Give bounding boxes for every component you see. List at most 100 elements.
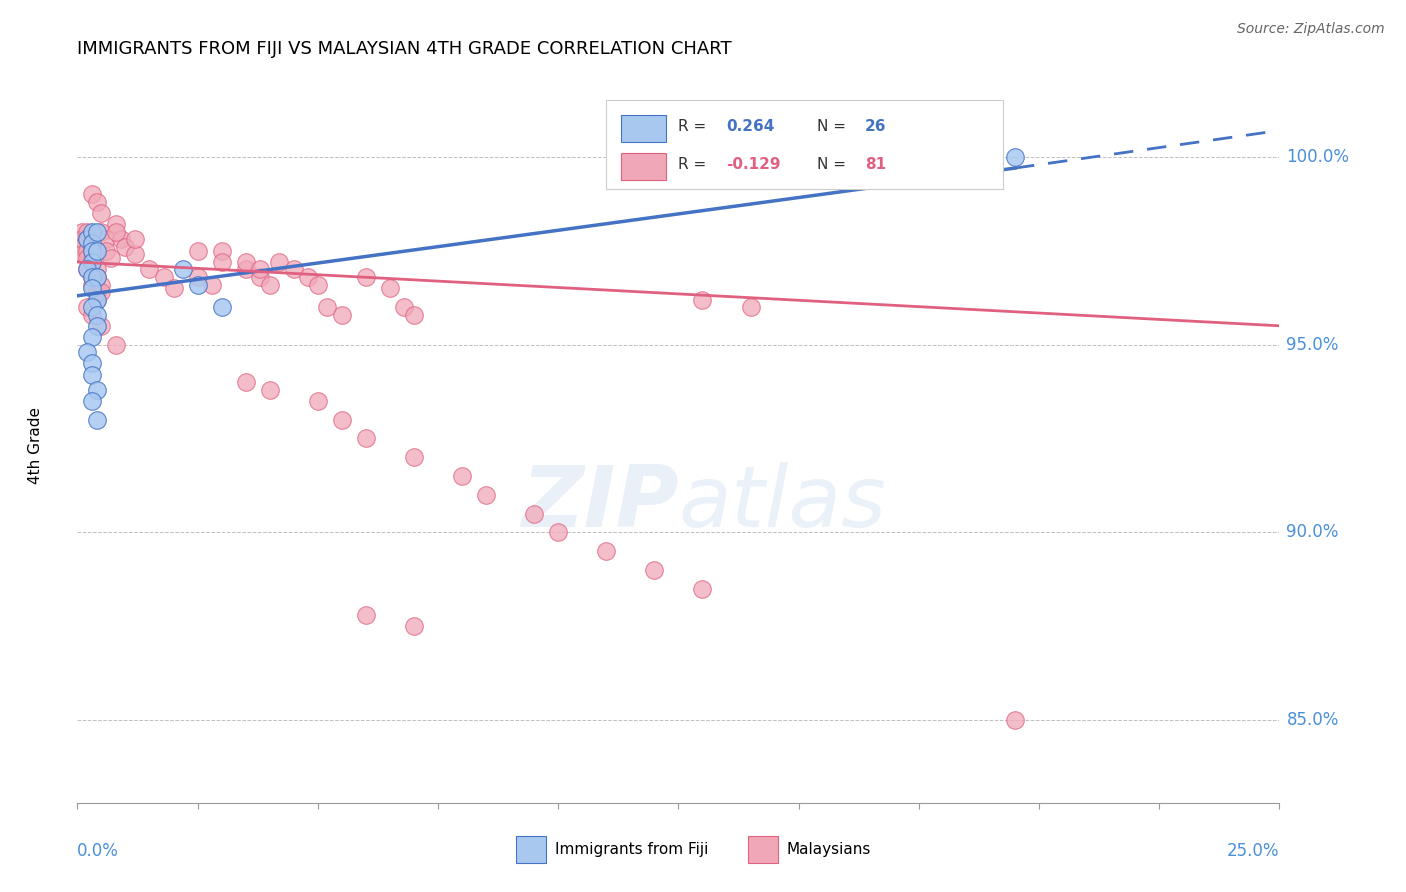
Point xyxy=(211,244,233,258)
Point xyxy=(76,225,98,239)
Point xyxy=(90,318,112,333)
Point xyxy=(86,262,108,277)
Text: ZIP: ZIP xyxy=(520,461,679,545)
Point xyxy=(80,270,103,285)
Text: 100.0%: 100.0% xyxy=(1286,148,1350,166)
Text: atlas: atlas xyxy=(679,461,886,545)
Point xyxy=(86,225,108,239)
Text: -0.129: -0.129 xyxy=(727,157,780,171)
Bar xyxy=(748,837,778,863)
Point xyxy=(394,300,416,314)
Point xyxy=(76,244,98,258)
Point xyxy=(110,232,132,246)
Point xyxy=(80,277,103,292)
Point xyxy=(643,563,665,577)
Point xyxy=(70,247,93,261)
Point xyxy=(86,383,108,397)
Point xyxy=(378,281,401,295)
Point xyxy=(96,244,118,258)
Point xyxy=(138,262,160,277)
Point xyxy=(283,262,305,277)
Point xyxy=(100,251,122,265)
Text: Immigrants from Fiji: Immigrants from Fiji xyxy=(554,842,709,857)
Text: R =: R = xyxy=(679,120,711,134)
Point xyxy=(86,308,108,322)
Text: 25.0%: 25.0% xyxy=(1227,842,1279,860)
Point xyxy=(86,318,108,333)
Text: 90.0%: 90.0% xyxy=(1286,524,1339,541)
Bar xyxy=(620,115,666,143)
Point xyxy=(354,432,377,446)
Text: 95.0%: 95.0% xyxy=(1286,335,1339,353)
Point xyxy=(235,255,257,269)
Text: Malaysians: Malaysians xyxy=(786,842,870,857)
Bar xyxy=(516,837,546,863)
Point xyxy=(104,218,127,232)
Point xyxy=(70,232,93,246)
Text: IMMIGRANTS FROM FIJI VS MALAYSIAN 4TH GRADE CORRELATION CHART: IMMIGRANTS FROM FIJI VS MALAYSIAN 4TH GR… xyxy=(77,40,733,58)
Point xyxy=(70,225,93,239)
Point xyxy=(70,240,93,254)
Point xyxy=(96,232,118,246)
Point xyxy=(235,262,257,277)
Point xyxy=(80,330,103,344)
Point xyxy=(80,270,103,285)
Point xyxy=(172,262,194,277)
Point xyxy=(80,356,103,370)
Point xyxy=(76,232,98,246)
Text: 0.264: 0.264 xyxy=(727,120,775,134)
Point xyxy=(80,255,103,269)
Point xyxy=(307,393,329,408)
Point xyxy=(402,308,425,322)
Point xyxy=(186,270,209,285)
Point xyxy=(124,247,146,261)
Point xyxy=(80,393,103,408)
Point xyxy=(186,277,209,292)
Point xyxy=(90,277,112,292)
Point xyxy=(86,285,108,299)
Point xyxy=(76,262,98,277)
Point xyxy=(86,293,108,307)
Point xyxy=(595,544,617,558)
Text: 81: 81 xyxy=(865,157,886,171)
Point xyxy=(80,255,103,269)
Point xyxy=(76,262,98,277)
Point xyxy=(80,187,103,202)
Text: 85.0%: 85.0% xyxy=(1286,711,1339,729)
Point xyxy=(692,582,714,596)
Point xyxy=(316,300,339,314)
Point xyxy=(259,277,281,292)
Point xyxy=(80,300,103,314)
Point xyxy=(90,225,112,239)
Point xyxy=(307,277,329,292)
Point xyxy=(90,206,112,220)
Point xyxy=(235,375,257,389)
Point xyxy=(76,251,98,265)
FancyBboxPatch shape xyxy=(606,100,1002,189)
Point xyxy=(86,293,108,307)
Point xyxy=(211,300,233,314)
Point xyxy=(402,619,425,633)
Point xyxy=(354,270,377,285)
Point xyxy=(249,270,271,285)
Point xyxy=(475,488,498,502)
Point xyxy=(80,236,103,251)
Point xyxy=(249,262,271,277)
Point xyxy=(80,308,103,322)
Point xyxy=(86,194,108,209)
Point xyxy=(86,244,108,258)
Point xyxy=(162,281,184,295)
Text: N =: N = xyxy=(817,120,851,134)
Point xyxy=(80,281,103,295)
Point xyxy=(114,240,136,254)
Point xyxy=(86,413,108,427)
Point xyxy=(547,525,569,540)
Point xyxy=(451,469,474,483)
Point xyxy=(80,244,103,258)
Point xyxy=(1004,713,1026,727)
Point xyxy=(124,232,146,246)
Point xyxy=(740,300,762,314)
Text: 0.0%: 0.0% xyxy=(77,842,120,860)
Point xyxy=(1004,150,1026,164)
Point xyxy=(76,232,98,246)
